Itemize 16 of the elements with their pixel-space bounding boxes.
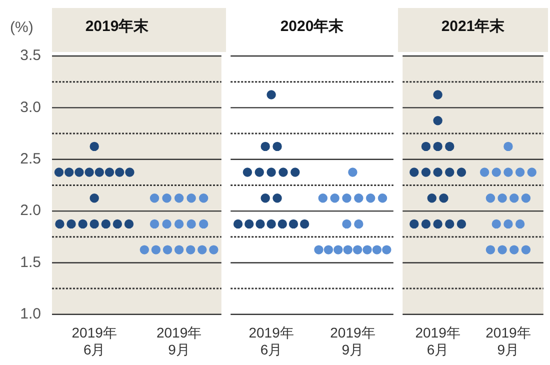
y-axis-title: (%) (10, 19, 34, 36)
chart-title: 2019年末 (85, 18, 150, 36)
chart-title: 2021年末 (441, 18, 506, 36)
y-tick-label: 1.5 (20, 254, 41, 271)
y-tick-label: 2.0 (20, 202, 41, 220)
x-tick-label: 2019年 9月 (330, 324, 376, 358)
y-tick-label: 3.5 (20, 47, 41, 64)
x-tick-label: 2019年 9月 (156, 324, 202, 358)
y-tick-label: 3.0 (20, 98, 41, 116)
x-tick-label: 2019年 9月 (486, 324, 531, 358)
y-tick-label: 2.5 (20, 150, 41, 168)
x-tick-label: 2019年 6月 (72, 324, 117, 358)
y-tick-label: 1.0 (20, 306, 41, 323)
x-tick-label: 2019年 6月 (415, 324, 460, 358)
x-tick-label: 2019年 6月 (248, 324, 294, 358)
chart-title: 2020年末 (280, 18, 345, 36)
